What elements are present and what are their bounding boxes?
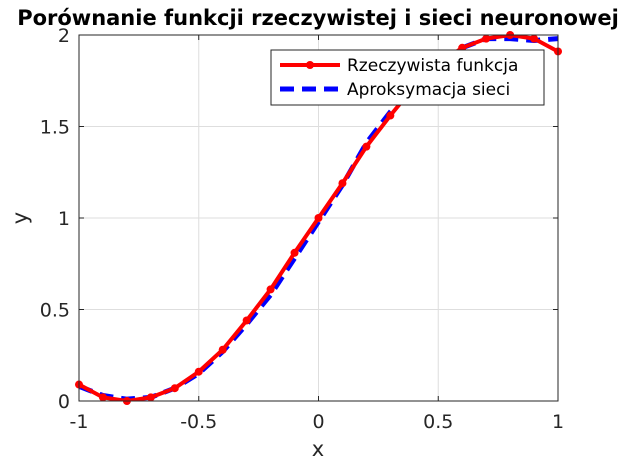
y-tick-label: 2 [58,25,70,47]
data-point-rzeczywista-funkcja [146,393,155,402]
data-point-rzeczywista-funkcja [218,345,227,354]
data-point-rzeczywista-funkcja [98,393,107,402]
x-tick-label: 0 [312,411,324,433]
x-tick-label: -0.5 [180,411,217,433]
x-tick-label: 1 [552,411,564,433]
y-tick-label: 0.5 [40,300,70,322]
data-point-rzeczywista-funkcja [338,179,347,188]
data-point-rzeczywista-funkcja [482,34,491,43]
data-point-rzeczywista-funkcja [194,367,203,376]
legend-label-rzeczywista-funkcja: Rzeczywista funkcja [347,56,518,76]
legend-marker-rzeczywista-funkcja [306,61,314,69]
y-tick-label: 0 [58,391,70,413]
legend-box [270,49,545,106]
data-point-rzeczywista-funkcja [170,384,179,393]
x-axis-label: x [312,437,324,461]
ticks: -1 -0.5 0 0.5 1 0 0.5 1 1.5 2 [40,25,564,433]
data-point-rzeczywista-funkcja [362,142,371,151]
legend-label-aproksymacja-sieci: Aproksymacja sieci [347,80,510,100]
y-axis-label: y [8,212,32,224]
data-point-rzeczywista-funkcja [290,248,299,257]
x-tick-label: 0.5 [423,411,453,433]
x-tick-label: -1 [70,411,89,433]
data-point-rzeczywista-funkcja [314,214,323,222]
data-point-rzeczywista-funkcja [242,316,251,325]
y-tick-label: 1 [58,208,70,230]
data-point-rzeczywista-funkcja [386,111,395,120]
data-point-rzeczywista-funkcja [266,285,275,294]
legend: Rzeczywista funkcja Aproksymacja sieci [270,49,545,106]
y-tick-label: 1.5 [40,117,70,139]
data-point-rzeczywista-funkcja [530,34,539,43]
chart-title: Porównanie funkcji rzeczywistej i sieci … [17,6,618,30]
